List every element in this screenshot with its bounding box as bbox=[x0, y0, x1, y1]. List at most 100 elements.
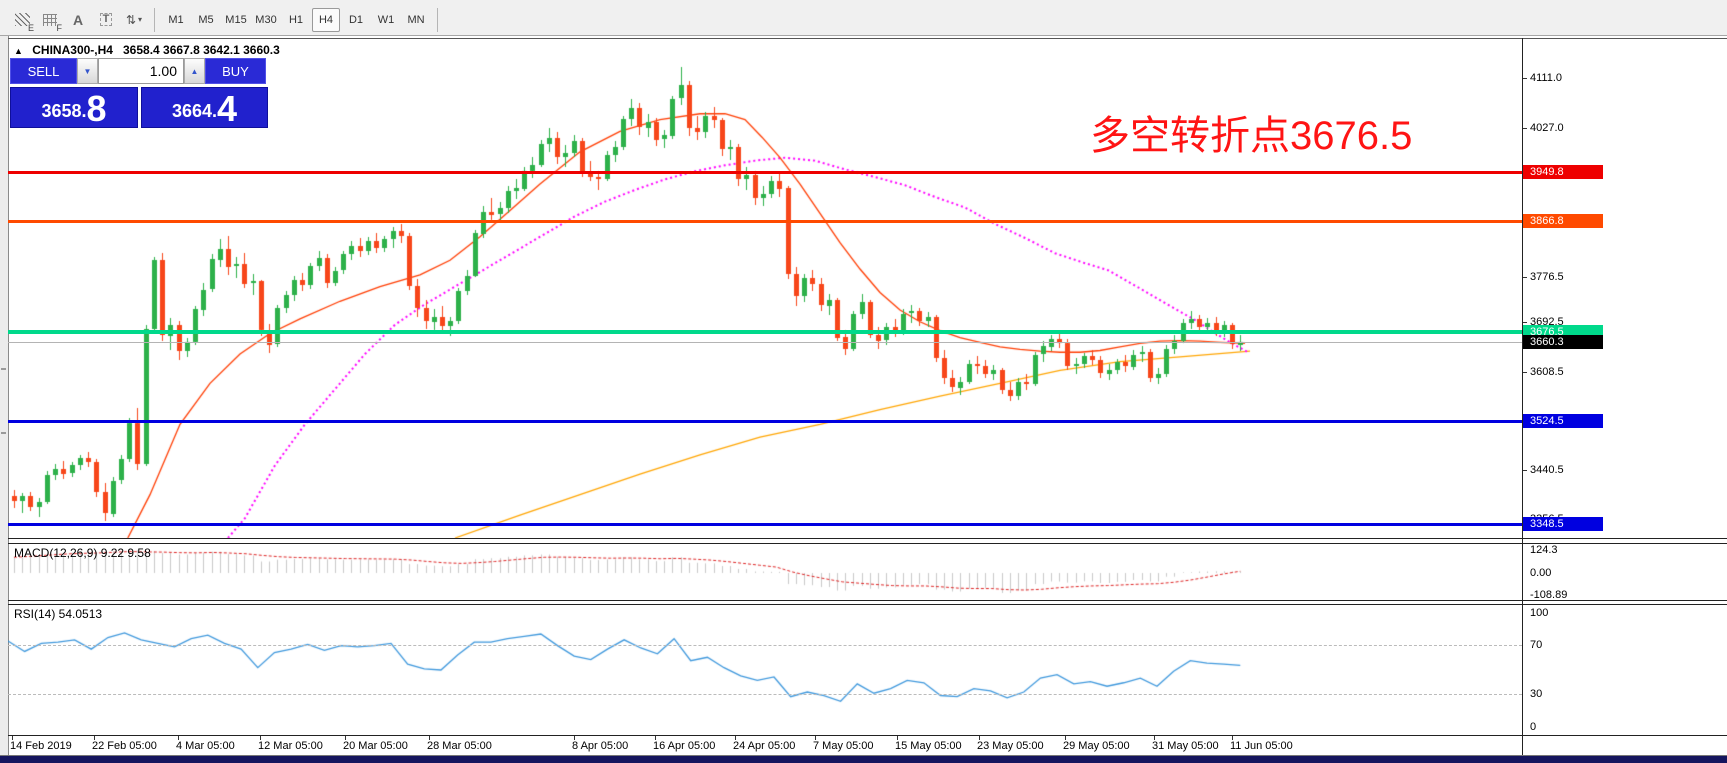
time-tick-mark bbox=[815, 736, 816, 740]
time-axis-label: 12 Mar 05:00 bbox=[258, 740, 323, 752]
price-badge-3524.5: 3524.5 bbox=[1523, 414, 1603, 428]
price-tick-label: 3440.5 bbox=[1530, 464, 1564, 476]
timeframe-button-h1[interactable]: H1 bbox=[288, 13, 304, 26]
timeframe-group: M1 M5 M15 M30 H1 H4 D1 W1 MN bbox=[161, 4, 431, 35]
rsi-level-line bbox=[8, 645, 1522, 646]
chevron-down-icon: ▾ bbox=[138, 15, 143, 24]
hatch-glyph bbox=[14, 13, 30, 26]
panel-separator[interactable] bbox=[8, 604, 1727, 605]
time-axis-label: 23 May 05:00 bbox=[977, 740, 1044, 752]
price-tick-label: 3608.5 bbox=[1530, 366, 1564, 378]
time-tick-mark bbox=[94, 736, 95, 740]
window-bottom-bar bbox=[0, 755, 1727, 763]
volume-decrease-button[interactable]: ▼ bbox=[77, 58, 98, 84]
boxed-letter-glyph: T bbox=[99, 13, 113, 26]
rsi-level-line bbox=[8, 694, 1522, 695]
toolbar-separator bbox=[437, 7, 438, 32]
rsi-axis-label: 100 bbox=[1530, 607, 1549, 619]
time-tick-mark bbox=[260, 736, 261, 740]
time-axis-label: 11 Jun 05:00 bbox=[1230, 740, 1293, 752]
icon-subscript: E bbox=[27, 22, 34, 33]
level-line-3676.5[interactable] bbox=[8, 330, 1522, 334]
sell-price-big-digit: 8 bbox=[86, 88, 107, 129]
time-tick-mark bbox=[178, 736, 179, 740]
level-line-3949.8[interactable] bbox=[8, 171, 1522, 174]
chart-text-annotation[interactable]: 多空转折点3676.5 bbox=[1090, 114, 1413, 158]
macd-axis-label: 0.00 bbox=[1530, 567, 1552, 579]
price-tick-mark bbox=[1523, 470, 1527, 471]
sell-price-box[interactable]: 3658. 8 bbox=[10, 87, 138, 128]
toolbar-separator bbox=[154, 7, 155, 32]
drawing-tools-group: E F A T ⇅ ▾ bbox=[8, 4, 148, 35]
time-tick-mark bbox=[1232, 736, 1233, 740]
arrows-tool-icon[interactable]: ⇅ ▾ bbox=[121, 7, 147, 33]
time-tick-mark bbox=[655, 736, 656, 740]
panel-separator[interactable] bbox=[8, 600, 1727, 601]
time-axis-border bbox=[8, 735, 1727, 736]
triangle-down-icon: ▼ bbox=[83, 66, 92, 76]
panel-separator[interactable] bbox=[8, 538, 1727, 539]
grid-glyph bbox=[43, 13, 57, 26]
timeframe-button-m30[interactable]: M30 bbox=[255, 13, 277, 26]
label-tool-icon[interactable]: T bbox=[93, 7, 119, 33]
triangle-up-icon: ▲ bbox=[190, 66, 199, 76]
time-axis-label: 4 Mar 05:00 bbox=[176, 740, 235, 752]
rsi-axis-label: 70 bbox=[1530, 639, 1543, 651]
level-line-3524.5[interactable] bbox=[8, 420, 1522, 423]
timeframe-button-w1[interactable]: W1 bbox=[377, 13, 395, 26]
splitter-grip[interactable] bbox=[1, 432, 6, 434]
time-axis-label: 16 Apr 05:00 bbox=[653, 740, 716, 752]
time-axis-label: 22 Feb 05:00 bbox=[92, 740, 157, 752]
time-axis-label: 20 Mar 05:00 bbox=[343, 740, 408, 752]
level-line-3660.3[interactable] bbox=[8, 342, 1522, 343]
sell-button[interactable]: SELL bbox=[10, 58, 77, 84]
main-toolbar: E F A T ⇅ ▾ M1 M5 M15 M30 H1 H4 D1 W1 MN bbox=[0, 4, 1727, 36]
symbol-timeframe: CHINA300-,H4 bbox=[32, 43, 113, 57]
price-tick-label: 4027.0 bbox=[1530, 122, 1564, 134]
timeframe-button-m15[interactable]: M15 bbox=[225, 13, 247, 26]
buy-price-box[interactable]: 3664. 4 bbox=[141, 87, 268, 128]
macd-label: MACD(12,26,9) 9.22 9.58 bbox=[14, 546, 151, 560]
panel-separator[interactable] bbox=[8, 543, 1727, 544]
sell-price: 3658. bbox=[41, 101, 87, 121]
elliott-tool-icon[interactable]: E bbox=[9, 7, 35, 33]
price-tick-mark bbox=[1523, 322, 1527, 323]
macd-axis-label: -108.89 bbox=[1530, 589, 1568, 601]
time-tick-mark bbox=[897, 736, 898, 740]
price-tick-label: 3776.5 bbox=[1530, 271, 1564, 283]
price-tick-mark bbox=[1523, 277, 1527, 278]
timeframe-button-h4[interactable]: H4 bbox=[312, 7, 340, 32]
price-badge-3949.8: 3949.8 bbox=[1523, 165, 1603, 179]
time-tick-mark bbox=[12, 736, 13, 740]
rsi-axis-label: 0 bbox=[1530, 721, 1537, 733]
level-line-3866.8[interactable] bbox=[8, 220, 1522, 223]
buy-price: 3664. bbox=[171, 101, 217, 121]
collapse-icon[interactable]: ▲ bbox=[14, 46, 23, 56]
rsi-label: RSI(14) 54.0513 bbox=[14, 607, 103, 621]
buy-button[interactable]: BUY bbox=[205, 58, 266, 84]
timeframe-button-d1[interactable]: D1 bbox=[348, 13, 364, 26]
time-axis-label: 8 Apr 05:00 bbox=[572, 740, 629, 752]
time-tick-mark bbox=[735, 736, 736, 740]
time-axis-label: 29 May 05:00 bbox=[1063, 740, 1130, 752]
splitter-grip[interactable] bbox=[1, 368, 6, 370]
time-tick-mark bbox=[574, 736, 575, 740]
price-tick-label: 4111.0 bbox=[1530, 72, 1563, 84]
timeframe-button-m1[interactable]: M1 bbox=[168, 13, 184, 26]
price-badge-3866.8: 3866.8 bbox=[1523, 214, 1603, 228]
time-tick-mark bbox=[429, 736, 430, 740]
volume-increase-button[interactable]: ▲ bbox=[184, 58, 205, 84]
fibo-grid-tool-icon[interactable]: F bbox=[37, 7, 63, 33]
timeframe-button-mn[interactable]: MN bbox=[407, 13, 425, 26]
text-tool-icon[interactable]: A bbox=[65, 7, 91, 33]
chart-title: ▲ CHINA300-,H4 3658.4 3667.8 3642.1 3660… bbox=[14, 43, 280, 57]
level-line-3348.5[interactable] bbox=[8, 523, 1522, 526]
time-axis-label: 28 Mar 05:00 bbox=[427, 740, 492, 752]
timeframe-button-m5[interactable]: M5 bbox=[198, 13, 214, 26]
time-tick-mark bbox=[1154, 736, 1155, 740]
volume-input[interactable] bbox=[98, 58, 184, 84]
price-chart[interactable] bbox=[8, 38, 1522, 756]
time-tick-mark bbox=[979, 736, 980, 740]
buy-price-big-digit: 4 bbox=[217, 88, 238, 129]
price-badge-3348.5: 3348.5 bbox=[1523, 517, 1603, 531]
